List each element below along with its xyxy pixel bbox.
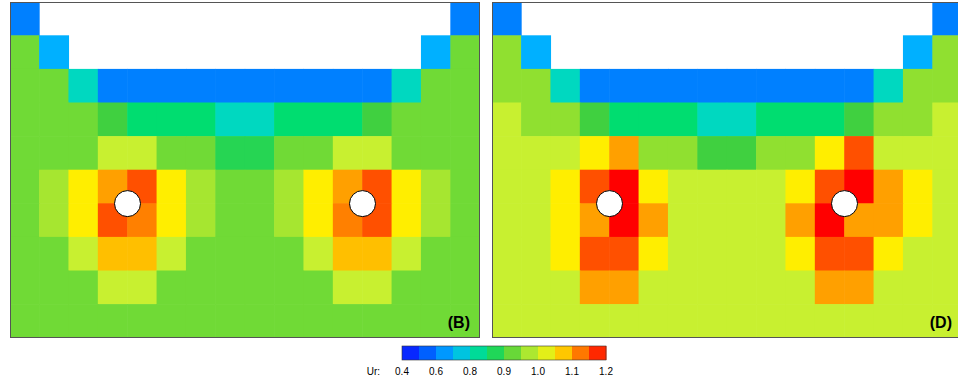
- html-text:(D): (D): [929, 314, 952, 331]
- svg-text:0.8: 0.8: [463, 366, 477, 377]
- svg-text:1.1: 1.1: [565, 366, 579, 377]
- svg-text:0.6: 0.6: [429, 366, 443, 377]
- svg-text:Ur:: Ur:: [367, 366, 380, 377]
- html-text:(B): (B): [447, 314, 470, 331]
- svg-text:0.9: 0.9: [497, 366, 511, 377]
- svg-text:1.0: 1.0: [531, 366, 545, 377]
- svg-text:0.4: 0.4: [395, 366, 409, 377]
- svg-text:1.2: 1.2: [599, 366, 613, 377]
